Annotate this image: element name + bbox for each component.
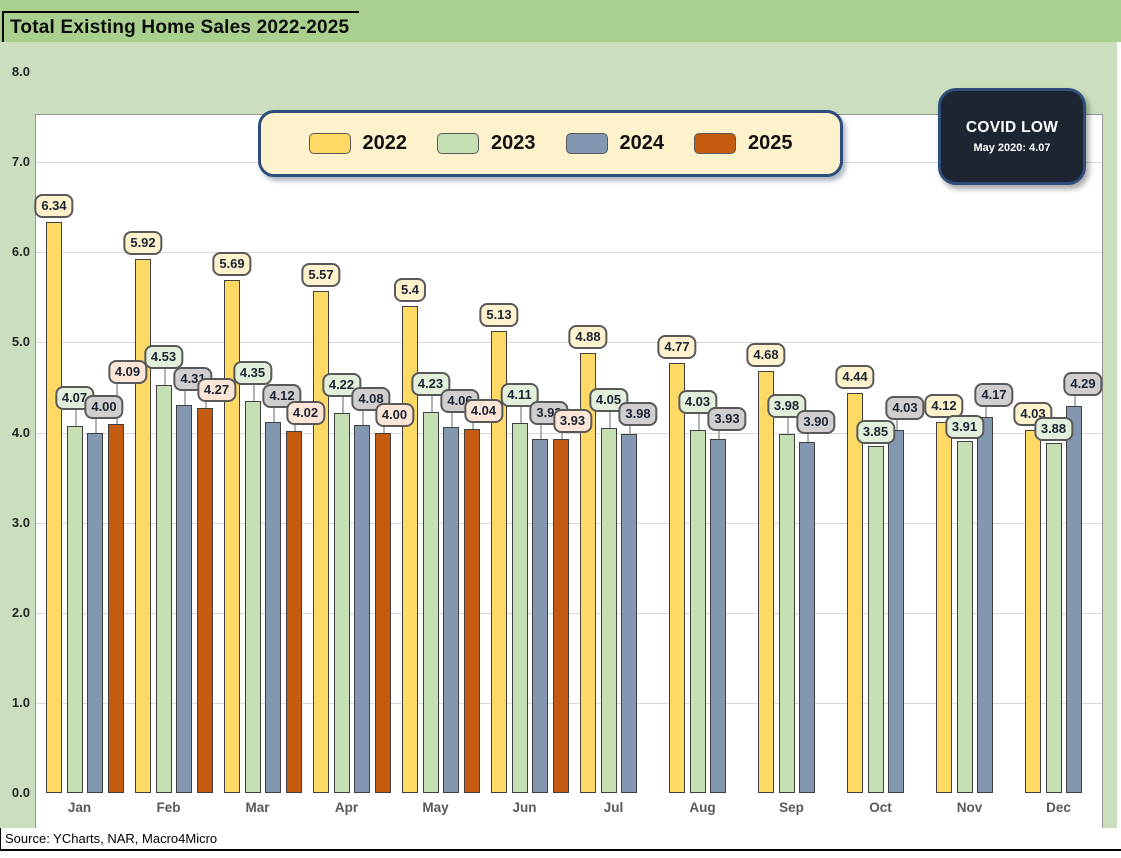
legend-item-2024: 2024: [565, 132, 665, 155]
covid-low-subtitle: May 2020: 4.07: [973, 142, 1051, 154]
legend: 2022 2023 2024 2025: [258, 110, 843, 177]
covid-low-callout: COVID LOW May 2020: 4.07: [938, 88, 1086, 185]
title-bar: Total Existing Home Sales 2022-2025: [0, 0, 1121, 42]
source-note: Source: YCharts, NAR, Macro4Micro: [5, 831, 218, 846]
legend-item-2025: 2025: [694, 132, 793, 155]
legend-item-2023: 2023: [437, 132, 536, 155]
legend-label: 2025: [748, 132, 793, 154]
legend-label: 2024: [619, 132, 665, 154]
source-bar: Source: YCharts, NAR, Macro4Micro: [0, 828, 1121, 851]
covid-low-title: COVID LOW: [965, 119, 1059, 136]
legend-swatch-2023: [437, 133, 479, 154]
legend-swatch-2022: [308, 133, 351, 154]
page-title: Total Existing Home Sales 2022-2025: [2, 11, 360, 42]
legend-label: 2022: [362, 132, 408, 154]
legend-swatch-2025: [694, 133, 736, 154]
legend-swatch-2024: [565, 133, 608, 154]
legend-item-2022: 2022: [308, 132, 408, 155]
legend-label: 2023: [491, 132, 536, 154]
plot-area: [35, 114, 1103, 835]
